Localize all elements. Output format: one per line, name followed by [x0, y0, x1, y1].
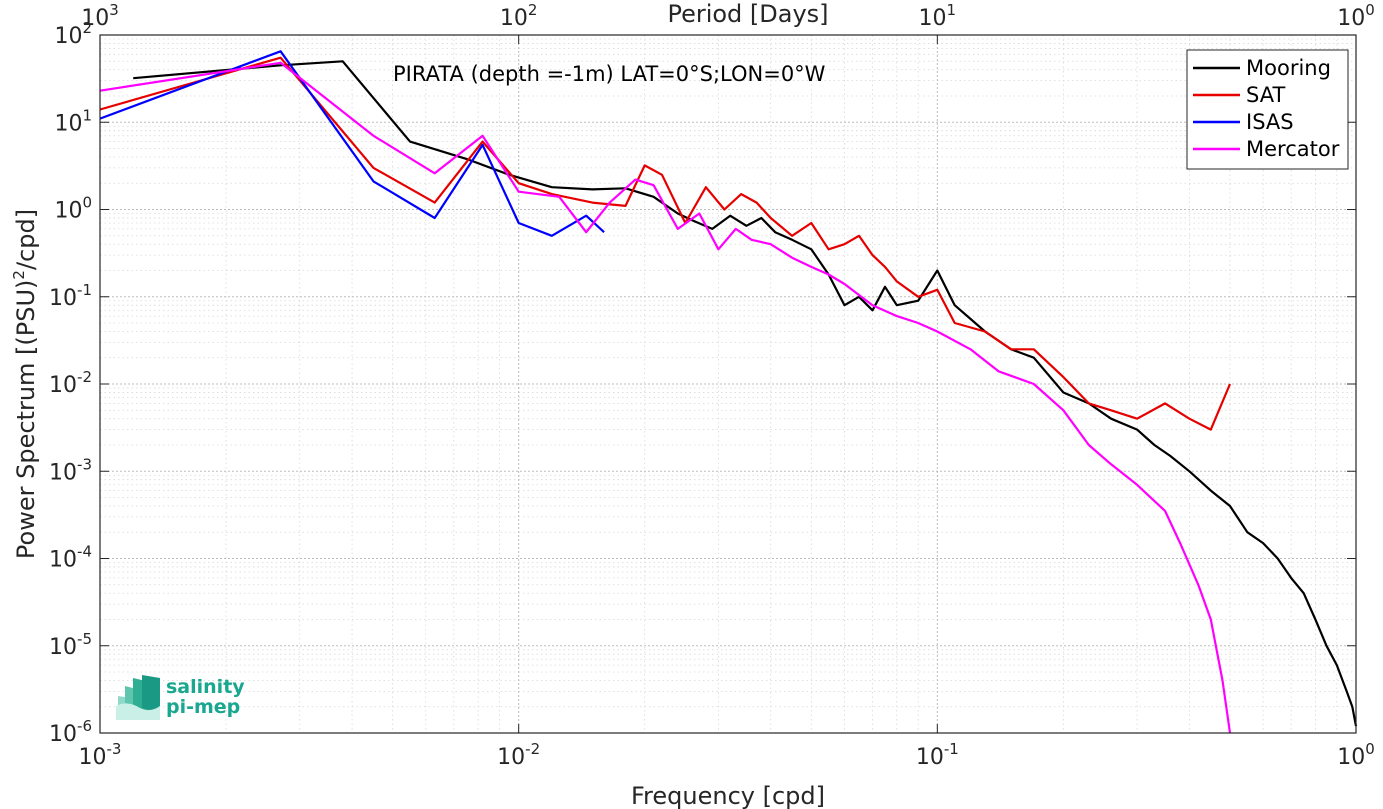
series-line-sat	[99, 56, 1232, 431]
y-tick-label: 101	[54, 106, 92, 136]
y-tick-label: 10-3	[49, 455, 92, 485]
x-tick-labels: 10-3 10-2 10-1 100	[79, 740, 1375, 770]
logo-icon	[116, 675, 160, 720]
series-lines	[99, 50, 1358, 734]
y-tick-label: 10-1	[49, 281, 92, 311]
y-tick-label: 10-2	[49, 368, 92, 398]
series-line-mercator	[99, 61, 1232, 734]
y-tick-label: 10-4	[49, 543, 92, 573]
salinity-pi-mep-logo: salinity pi-mep	[116, 675, 245, 720]
x-axis-label: Frequency [cpd]	[631, 782, 825, 809]
x-tick-label: 10-3	[79, 740, 122, 770]
x-tick-label: 10-2	[497, 740, 540, 770]
top-tick-labels: 103 102 101 100	[81, 1, 1375, 31]
y-axis-label: Power Spectrum [(PSU)2/cpd]	[10, 209, 40, 559]
logo-text-pimep: pi-mep	[166, 696, 240, 718]
x-tick-label: 10-1	[916, 740, 959, 770]
top-tick-label: 100	[1337, 1, 1375, 31]
top-tick-label: 101	[919, 1, 957, 31]
y-tick-label: 100	[54, 194, 92, 224]
legend-label-mooring: Mooring	[1246, 56, 1331, 80]
legend: Mooring SAT ISAS Mercator	[1186, 49, 1349, 170]
y-tick-label: 10-5	[49, 630, 92, 660]
minor-grid	[100, 35, 1356, 733]
logo-text-salinity: salinity	[166, 676, 245, 698]
series-line-isas	[99, 50, 605, 237]
y-tick-label: 10-6	[49, 717, 92, 747]
legend-label-isas: ISAS	[1246, 110, 1294, 134]
chart-title: PIRATA (depth =-1m) LAT=0°S;LON=0°W	[393, 62, 826, 86]
series-line-mooring	[133, 60, 1358, 727]
y-tick-labels: 102 101 100 10-1 10-2 10-3 10-4 10-5 10-6	[49, 19, 92, 747]
top-axis-label: Period [Days]	[667, 0, 828, 28]
y-tick-label: 102	[54, 19, 92, 49]
top-tick-label: 103	[81, 1, 119, 31]
x-tick-label: 100	[1337, 740, 1375, 770]
top-tick-label: 102	[500, 1, 538, 31]
legend-label-mercator: Mercator	[1246, 137, 1340, 161]
tick-marks	[99, 34, 1357, 734]
legend-label-sat: SAT	[1246, 83, 1285, 107]
